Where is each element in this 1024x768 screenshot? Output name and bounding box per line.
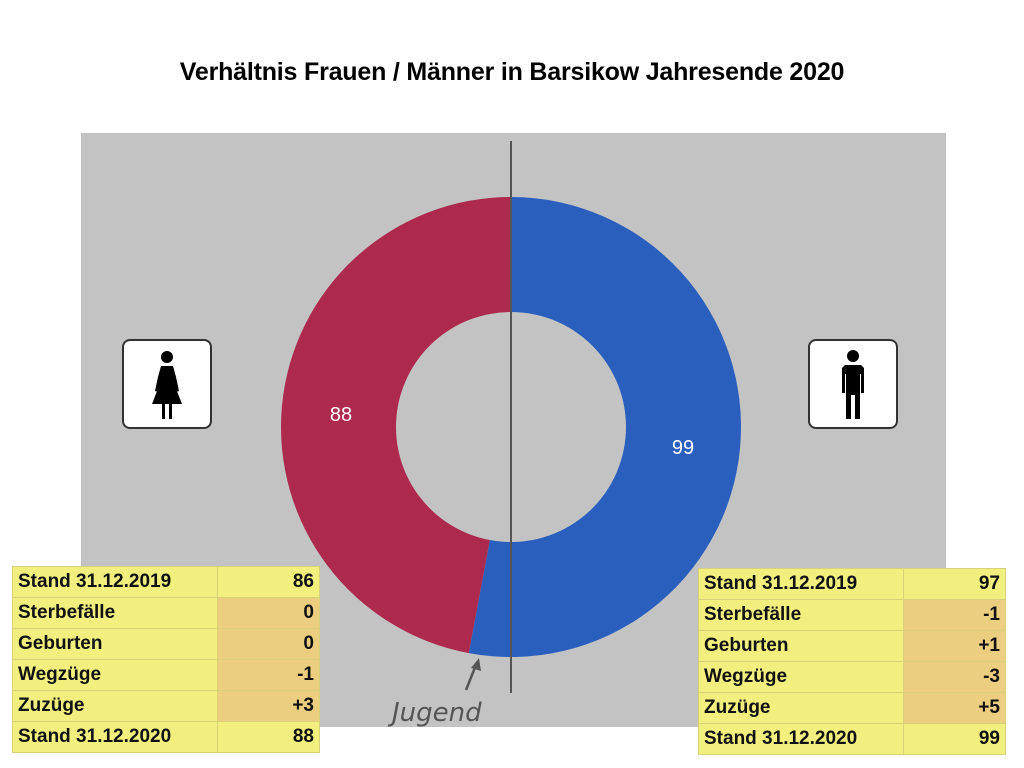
table-row: Zuzüge +3 — [12, 690, 320, 722]
male-icon — [842, 350, 864, 419]
table-row: Stand 31.12.2020 99 — [698, 723, 1006, 755]
row-value: 97 — [903, 568, 1006, 600]
female-icon — [152, 351, 182, 419]
row-value: 0 — [217, 628, 320, 660]
male-icon-box — [808, 339, 898, 429]
table-row: Wegzüge -3 — [698, 661, 1006, 693]
row-label: Zuzüge — [698, 692, 904, 724]
row-label: Wegzüge — [12, 659, 218, 691]
table-row: Geburten +1 — [698, 630, 1006, 662]
table-row: Wegzüge -1 — [12, 659, 320, 691]
table-row: Stand 31.12.2019 86 — [12, 566, 320, 598]
row-value: 86 — [217, 566, 320, 598]
row-label: Sterbefälle — [12, 597, 218, 629]
slice-label-frauen: 88 — [330, 404, 352, 426]
table-row: Sterbefälle 0 — [12, 597, 320, 629]
row-value: +3 — [217, 690, 320, 722]
annotation-label: Jugend — [387, 698, 482, 728]
row-value: 88 — [217, 721, 320, 753]
row-value: -1 — [217, 659, 320, 691]
frauen-stats-table: Stand 31.12.2019 86 Sterbefälle 0 Geburt… — [12, 566, 320, 753]
row-label: Stand 31.12.2020 — [12, 721, 218, 753]
slice-label-maenner: 99 — [672, 437, 694, 459]
row-label: Geburten — [12, 628, 218, 660]
row-label: Stand 31.12.2019 — [698, 568, 904, 600]
row-value: 0 — [217, 597, 320, 629]
row-label: Stand 31.12.2019 — [12, 566, 218, 598]
row-label: Geburten — [698, 630, 904, 662]
row-label: Wegzüge — [698, 661, 904, 693]
row-value: +5 — [903, 692, 1006, 724]
table-row: Geburten 0 — [12, 628, 320, 660]
slice-frauen — [281, 197, 511, 654]
table-row: Stand 31.12.2019 97 — [698, 568, 1006, 600]
table-row: Stand 31.12.2020 88 — [12, 721, 320, 753]
table-row: Zuzüge +5 — [698, 692, 1006, 724]
row-label: Sterbefälle — [698, 599, 904, 631]
table-row: Sterbefälle -1 — [698, 599, 1006, 631]
row-value: -3 — [903, 661, 1006, 693]
female-icon-box — [122, 339, 212, 429]
row-value: 99 — [903, 723, 1006, 755]
annotation-arrow-head — [471, 658, 481, 671]
row-label: Stand 31.12.2020 — [698, 723, 904, 755]
slice-maenner — [468, 197, 742, 657]
row-label: Zuzüge — [12, 690, 218, 722]
chart-title: Verhältnis Frauen / Männer in Barsikow J… — [179, 58, 845, 86]
row-value: -1 — [903, 599, 1006, 631]
row-value: +1 — [903, 630, 1006, 662]
annotation-arrow — [464, 664, 478, 691]
maenner-stats-table: Stand 31.12.2019 97 Sterbefälle -1 Gebur… — [698, 568, 1006, 755]
